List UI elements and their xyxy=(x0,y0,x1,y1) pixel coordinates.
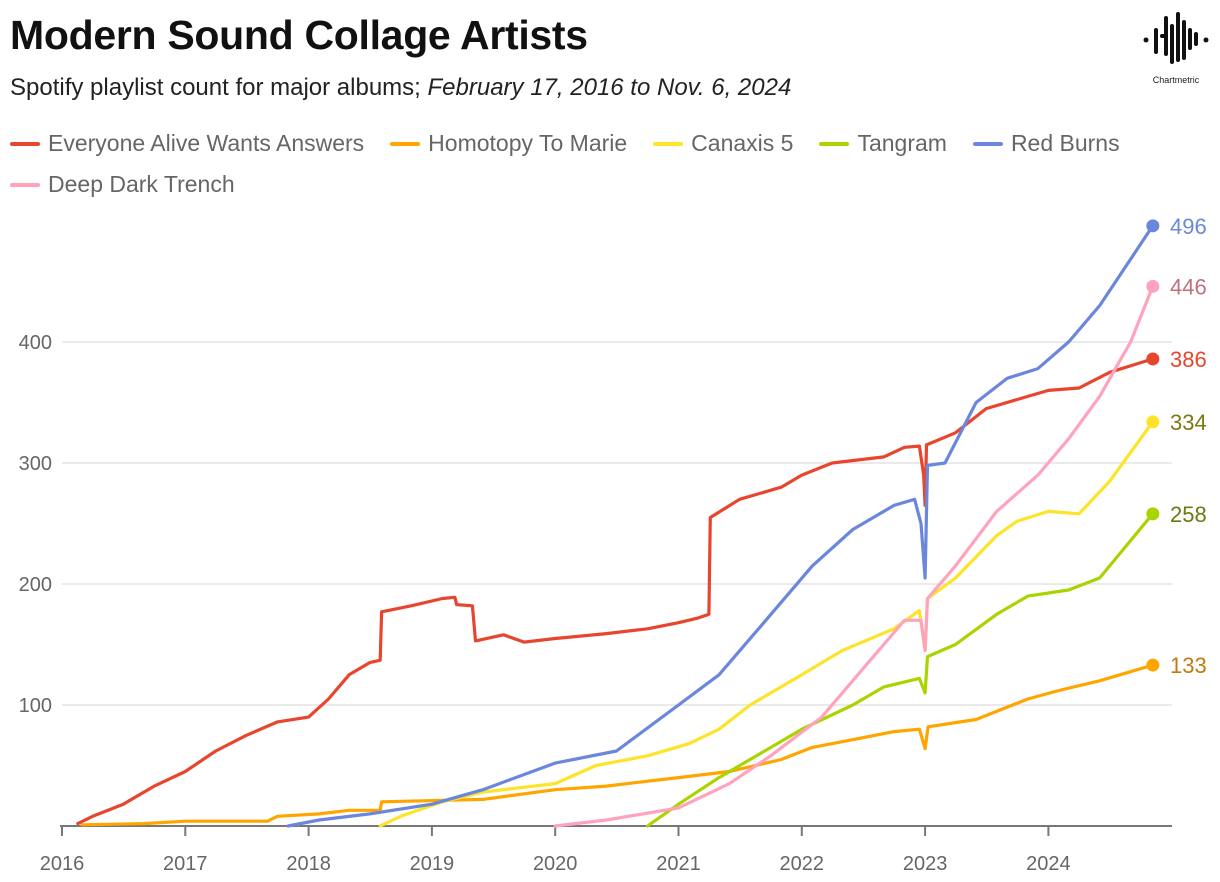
y-tick-label: 100 xyxy=(19,695,52,717)
legend-item[interactable]: Everyone Alive Wants Answers xyxy=(10,130,364,157)
x-tick-label: 2022 xyxy=(780,853,825,875)
legend-item[interactable]: Deep Dark Trench xyxy=(10,171,235,198)
legend-label: Red Burns xyxy=(1010,130,1120,156)
series-line-everyone-alive-wants-answers xyxy=(76,357,1155,826)
x-tick-label: 2021 xyxy=(656,853,701,875)
legend: Everyone Alive Wants Answers Homotopy To … xyxy=(10,130,1200,198)
legend-item[interactable]: Canaxis 5 xyxy=(653,130,793,157)
x-tick-label: 2020 xyxy=(533,853,578,875)
legend-item[interactable]: Tangram xyxy=(819,130,947,157)
logo-text: Chartmetric xyxy=(1152,75,1200,85)
end-value-label: 386 xyxy=(1170,347,1207,372)
x-tick-label: 2017 xyxy=(163,853,208,875)
legend-item[interactable]: Homotopy To Marie xyxy=(390,130,627,157)
end-point-marker xyxy=(1146,415,1160,429)
legend-label: Everyone Alive Wants Answers xyxy=(48,130,365,156)
legend-swatch xyxy=(10,141,40,146)
legend-label: Deep Dark Trench xyxy=(48,171,235,197)
x-tick-label: 2024 xyxy=(1026,853,1071,875)
end-value-label: 334 xyxy=(1170,410,1207,435)
legend-swatch xyxy=(390,141,421,146)
legend-swatch xyxy=(972,141,1003,146)
y-tick-label: 300 xyxy=(19,453,52,475)
y-tick-label: 400 xyxy=(19,332,52,354)
legend-label: Canaxis 5 xyxy=(691,130,794,156)
legend-label: Homotopy To Marie xyxy=(428,130,628,156)
end-value-label: 133 xyxy=(1170,653,1207,678)
end-point-marker xyxy=(1146,507,1160,521)
legend-swatch xyxy=(819,141,850,146)
chartmetric-logo: Chartmetric xyxy=(1140,8,1212,85)
chart-title: Modern Sound Collage Artists xyxy=(10,12,588,58)
legend-swatch xyxy=(653,141,684,146)
x-tick-label: 2016 xyxy=(40,853,85,875)
subtitle-date-range: February 17, 2016 to Nov. 6, 2024 xyxy=(427,74,792,101)
end-point-marker xyxy=(1146,658,1160,672)
legend-swatch xyxy=(10,182,40,187)
x-tick-label: 2023 xyxy=(903,853,948,875)
end-value-label: 496 xyxy=(1170,214,1207,239)
series-line-canaxis-5 xyxy=(378,420,1155,828)
end-point-marker xyxy=(1146,279,1160,293)
series-line-tangram xyxy=(645,512,1155,828)
y-tick-label: 200 xyxy=(19,574,52,596)
subtitle-text: Spotify playlist count for major albums; xyxy=(10,74,428,101)
end-point-marker xyxy=(1146,219,1160,233)
series-line-homotopy-to-marie xyxy=(80,663,1155,827)
chart-subtitle: Spotify playlist count for major albums;… xyxy=(10,74,791,102)
series-line-deep-dark-trench xyxy=(553,284,1155,828)
end-point-marker xyxy=(1146,352,1160,366)
series-line-red-burns xyxy=(286,224,1155,828)
x-tick-label: 2018 xyxy=(286,853,331,875)
waveform-logo-icon xyxy=(1143,12,1209,64)
legend-item[interactable]: Red Burns xyxy=(972,130,1120,157)
end-value-label: 446 xyxy=(1170,274,1207,299)
x-tick-label: 2019 xyxy=(410,853,455,875)
legend-label: Tangram xyxy=(857,130,947,156)
end-value-label: 258 xyxy=(1170,502,1207,527)
